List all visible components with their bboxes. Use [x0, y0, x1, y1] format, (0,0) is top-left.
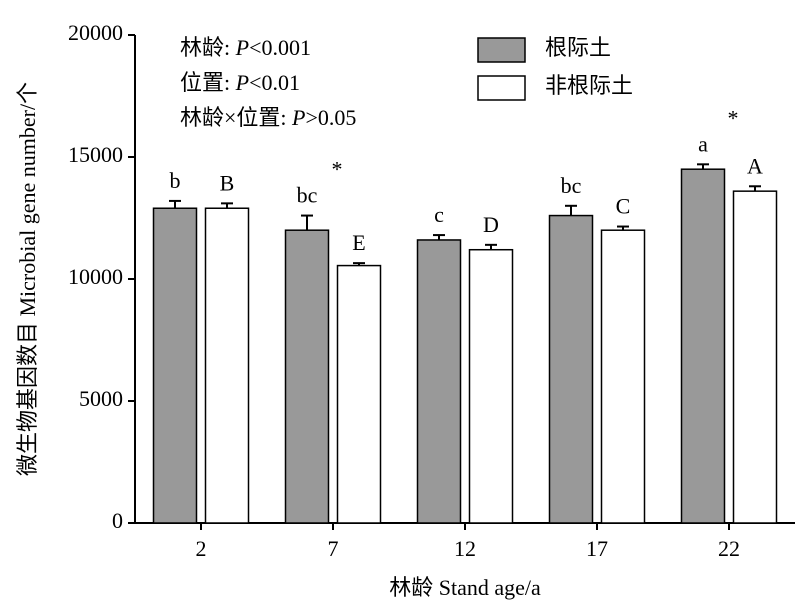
bar [336, 264, 382, 524]
significance-letter: E [352, 230, 365, 255]
significance-letter: B [220, 170, 235, 195]
x-tick-label: 7 [328, 536, 339, 561]
y-tick-label: 15000 [68, 142, 123, 167]
x-tick-label: 22 [718, 536, 740, 561]
legend-label: 根际土 [545, 35, 611, 60]
annotation-part: 林龄: [180, 35, 236, 60]
annotation-part: <0.001 [249, 35, 311, 60]
x-tick-label: 2 [196, 536, 207, 561]
x-axis-label: 林龄 Stand age/a [389, 575, 541, 600]
significance-letter: b [170, 168, 181, 193]
annotation-part: P [291, 105, 305, 130]
annotation: 位置: P<0.01 [180, 70, 300, 95]
significance-letter: A [747, 153, 763, 178]
significance-letter: bc [297, 183, 318, 208]
annotation-part: >0.05 [305, 105, 356, 130]
legend-swatch [477, 37, 526, 63]
annotation: 林龄: P<0.001 [180, 35, 311, 60]
y-tick-label: 20000 [68, 20, 123, 45]
annotation-part: 位置: [180, 70, 236, 95]
y-tick-label: 0 [112, 508, 123, 533]
significance-letter: D [483, 212, 499, 237]
y-axis-label: 微生物基因数目 Microbial gene number/个 [15, 82, 40, 476]
bar [468, 248, 514, 524]
bar [732, 190, 778, 524]
y-tick-label: 10000 [68, 264, 123, 289]
bar [548, 214, 594, 524]
y-tick-label: 5000 [79, 386, 123, 411]
significance-letter: C [616, 194, 631, 219]
significance-letter: bc [561, 173, 582, 198]
significance-letter: c [434, 202, 444, 227]
legend-label: 非根际土 [545, 73, 633, 98]
annotation-part: 林龄×位置: [180, 105, 292, 130]
significance-letter: a [698, 131, 708, 156]
bar [204, 207, 250, 524]
x-tick-label: 17 [586, 536, 608, 561]
bar [600, 229, 646, 524]
significance-star: * [332, 157, 343, 182]
annotation-part: P [235, 70, 249, 95]
annotation-part: <0.01 [249, 70, 300, 95]
significance-star: * [728, 105, 739, 130]
legend-swatch [477, 75, 526, 101]
bar [416, 239, 462, 524]
annotation: 林龄×位置: P>0.05 [180, 105, 356, 130]
bar [680, 168, 726, 524]
bar [284, 229, 330, 524]
bar [152, 207, 198, 524]
annotation-part: P [235, 35, 249, 60]
x-tick-label: 12 [454, 536, 476, 561]
